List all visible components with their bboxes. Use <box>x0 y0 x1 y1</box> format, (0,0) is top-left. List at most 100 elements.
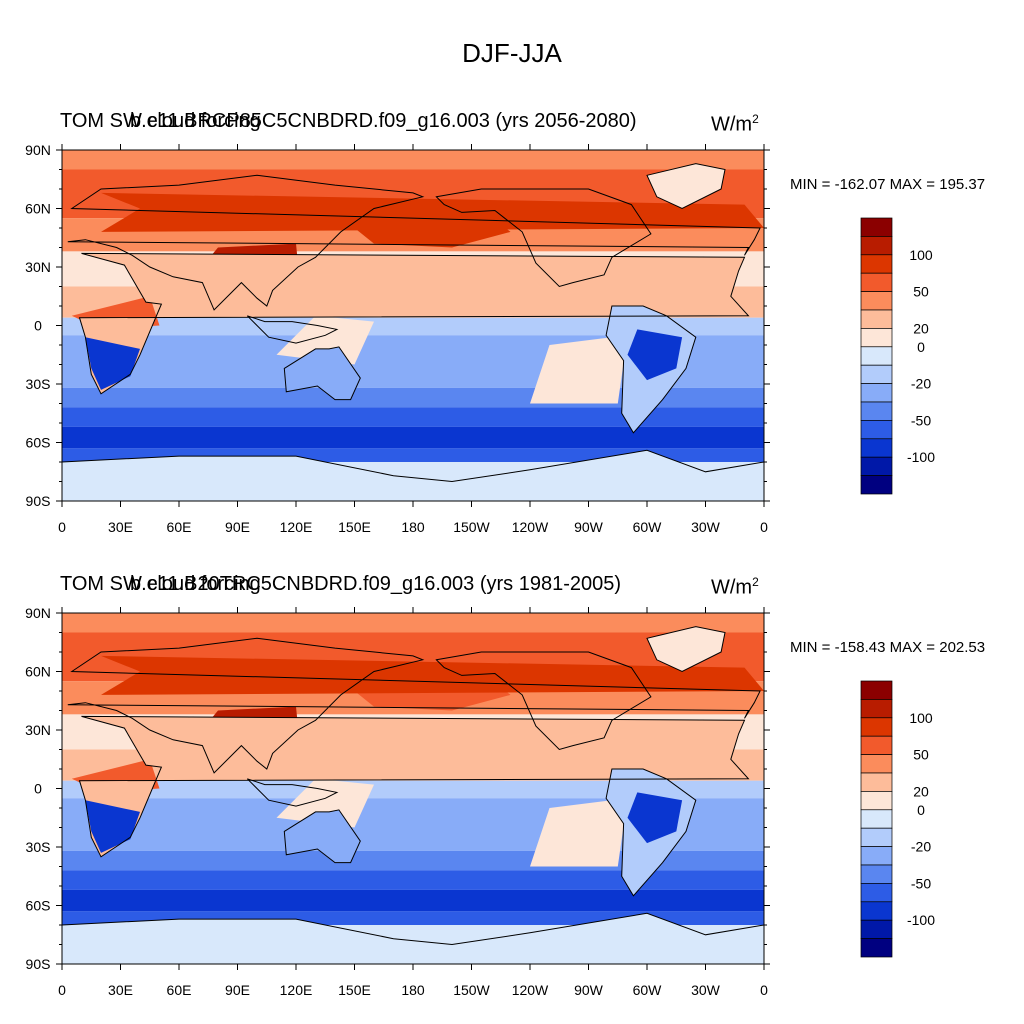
figure-title: DJF-JJA <box>462 38 562 68</box>
colorbar-box <box>860 420 893 440</box>
lat-tick-label: 30S <box>26 376 51 392</box>
lon-tick-label: 150E <box>338 982 371 998</box>
colorbar-box <box>860 699 893 719</box>
colorbar-box <box>860 309 893 329</box>
coastline-antarctica <box>62 912 764 964</box>
lon-tick-label: 90W <box>574 982 604 998</box>
panel-units-label: W/m2 <box>711 575 759 599</box>
colorbar-box <box>860 272 893 292</box>
lat-tick-label: 0 <box>34 781 42 797</box>
field-patch-amazon <box>627 792 683 844</box>
lon-tick-label: 120E <box>280 519 313 535</box>
field-patch-sepacific <box>530 798 628 867</box>
lat-tick-label: 90N <box>25 605 51 621</box>
field-patch-maritime <box>276 778 374 828</box>
colorbar-box <box>860 217 893 237</box>
colorbar-box <box>860 754 893 774</box>
coastline-australia <box>283 346 361 401</box>
field-patch-northatlantic <box>101 192 764 232</box>
lon-tick-label: 90W <box>574 519 604 535</box>
lat-tick-label: 90S <box>26 956 51 972</box>
lon-tick-label: 0 <box>760 982 768 998</box>
colorbar-label: -50 <box>911 412 931 428</box>
colorbar-box <box>860 772 893 792</box>
lon-tick-label: 150W <box>453 982 490 998</box>
lon-tick-label: 180 <box>401 519 425 535</box>
lon-tick-label: 60E <box>167 982 192 998</box>
colorbar-box <box>860 809 893 829</box>
lon-tick-label: 90E <box>225 519 250 535</box>
field-band <box>62 613 764 633</box>
colorbar-label: 50 <box>913 747 929 763</box>
lat-tick-label: 60N <box>25 201 51 217</box>
lat-tick-label: 90S <box>26 493 51 509</box>
field-band <box>62 426 764 449</box>
land-antarctica <box>62 450 764 501</box>
coastline-africa <box>78 252 750 395</box>
colorbar-box <box>860 827 893 847</box>
panel-minmax-label: MIN = -158.43 MAX = 202.53 <box>790 639 986 656</box>
colorbar-box <box>860 364 893 384</box>
colorbar-box <box>860 919 893 939</box>
lon-tick-label: 120W <box>512 982 549 998</box>
coastline-greenland <box>646 163 726 210</box>
land-greenland <box>647 626 725 672</box>
colorbar-label: -100 <box>907 912 935 928</box>
lon-tick-label: 0 <box>760 519 768 535</box>
colorbar-label: -100 <box>907 449 935 465</box>
coastline-southAmerica <box>605 768 697 897</box>
lon-tick-label: 30E <box>108 519 133 535</box>
colorbar-label: 0 <box>917 339 925 355</box>
field-patch-maritime <box>276 315 374 365</box>
coastline-eurasia <box>67 637 761 774</box>
field-patch-sepacific <box>530 335 628 404</box>
land-antarctica <box>62 913 764 964</box>
field-band <box>62 407 764 427</box>
coastline-australia <box>283 809 361 864</box>
land-australia <box>284 809 361 863</box>
panel-case-label: b.e11.BRCP85C5CNBDRD.f09_g16.003 (yrs 20… <box>130 110 637 132</box>
lon-tick-label: 60E <box>167 519 192 535</box>
lon-tick-label: 150W <box>453 519 490 535</box>
map-field <box>62 613 764 964</box>
lon-tick-label: 30E <box>108 982 133 998</box>
field-band <box>62 889 764 912</box>
coastline-antarctica <box>62 449 764 501</box>
lat-tick-label: 0 <box>34 318 42 334</box>
colorbar-label: 50 <box>913 284 929 300</box>
coastline-indonesia <box>246 315 339 344</box>
colorbar-box <box>860 883 893 903</box>
colorbar-box <box>860 735 893 755</box>
field-band <box>62 870 764 890</box>
lat-tick-label: 60S <box>26 435 51 451</box>
lat-tick-label: 90N <box>25 142 51 158</box>
lat-tick-label: 30N <box>25 722 51 738</box>
colorbar-label: -20 <box>911 839 931 855</box>
lon-tick-label: 0 <box>58 982 66 998</box>
field-patch-northatlantic <box>101 655 764 695</box>
colorbar-box <box>860 438 893 458</box>
field-band <box>62 317 764 336</box>
colorbar-box <box>860 901 893 921</box>
map-field <box>62 150 764 501</box>
colorbar-label: 100 <box>909 710 933 726</box>
lat-tick-label: 60N <box>25 664 51 680</box>
colorbar-box <box>860 328 893 348</box>
map-plot: 90N 60N 30N 0 30S 60S 90S 0 30E 60E 90E 120E 150E 180… <box>25 142 935 535</box>
lon-tick-label: 180 <box>401 982 425 998</box>
colorbar-box <box>860 846 893 866</box>
colorbar-label: 100 <box>909 247 933 263</box>
colorbar-label: 0 <box>917 802 925 818</box>
lon-tick-label: 0 <box>58 519 66 535</box>
colorbar-box <box>860 401 893 421</box>
field-band <box>62 780 764 799</box>
colorbar-label: -50 <box>911 875 931 891</box>
lat-tick-label: 60S <box>26 898 51 914</box>
lon-tick-label: 90E <box>225 982 250 998</box>
map-plot: 90N 60N 30N 0 30S 60S 90S 0 30E 60E 90E 120E 150E 180… <box>25 605 935 998</box>
lon-tick-label: 120W <box>512 519 549 535</box>
lon-tick-label: 60W <box>633 982 663 998</box>
colorbar-box <box>860 938 893 958</box>
lon-tick-label: 30W <box>691 982 721 998</box>
panel-minmax-label: MIN = -162.07 MAX = 195.37 <box>790 176 986 193</box>
